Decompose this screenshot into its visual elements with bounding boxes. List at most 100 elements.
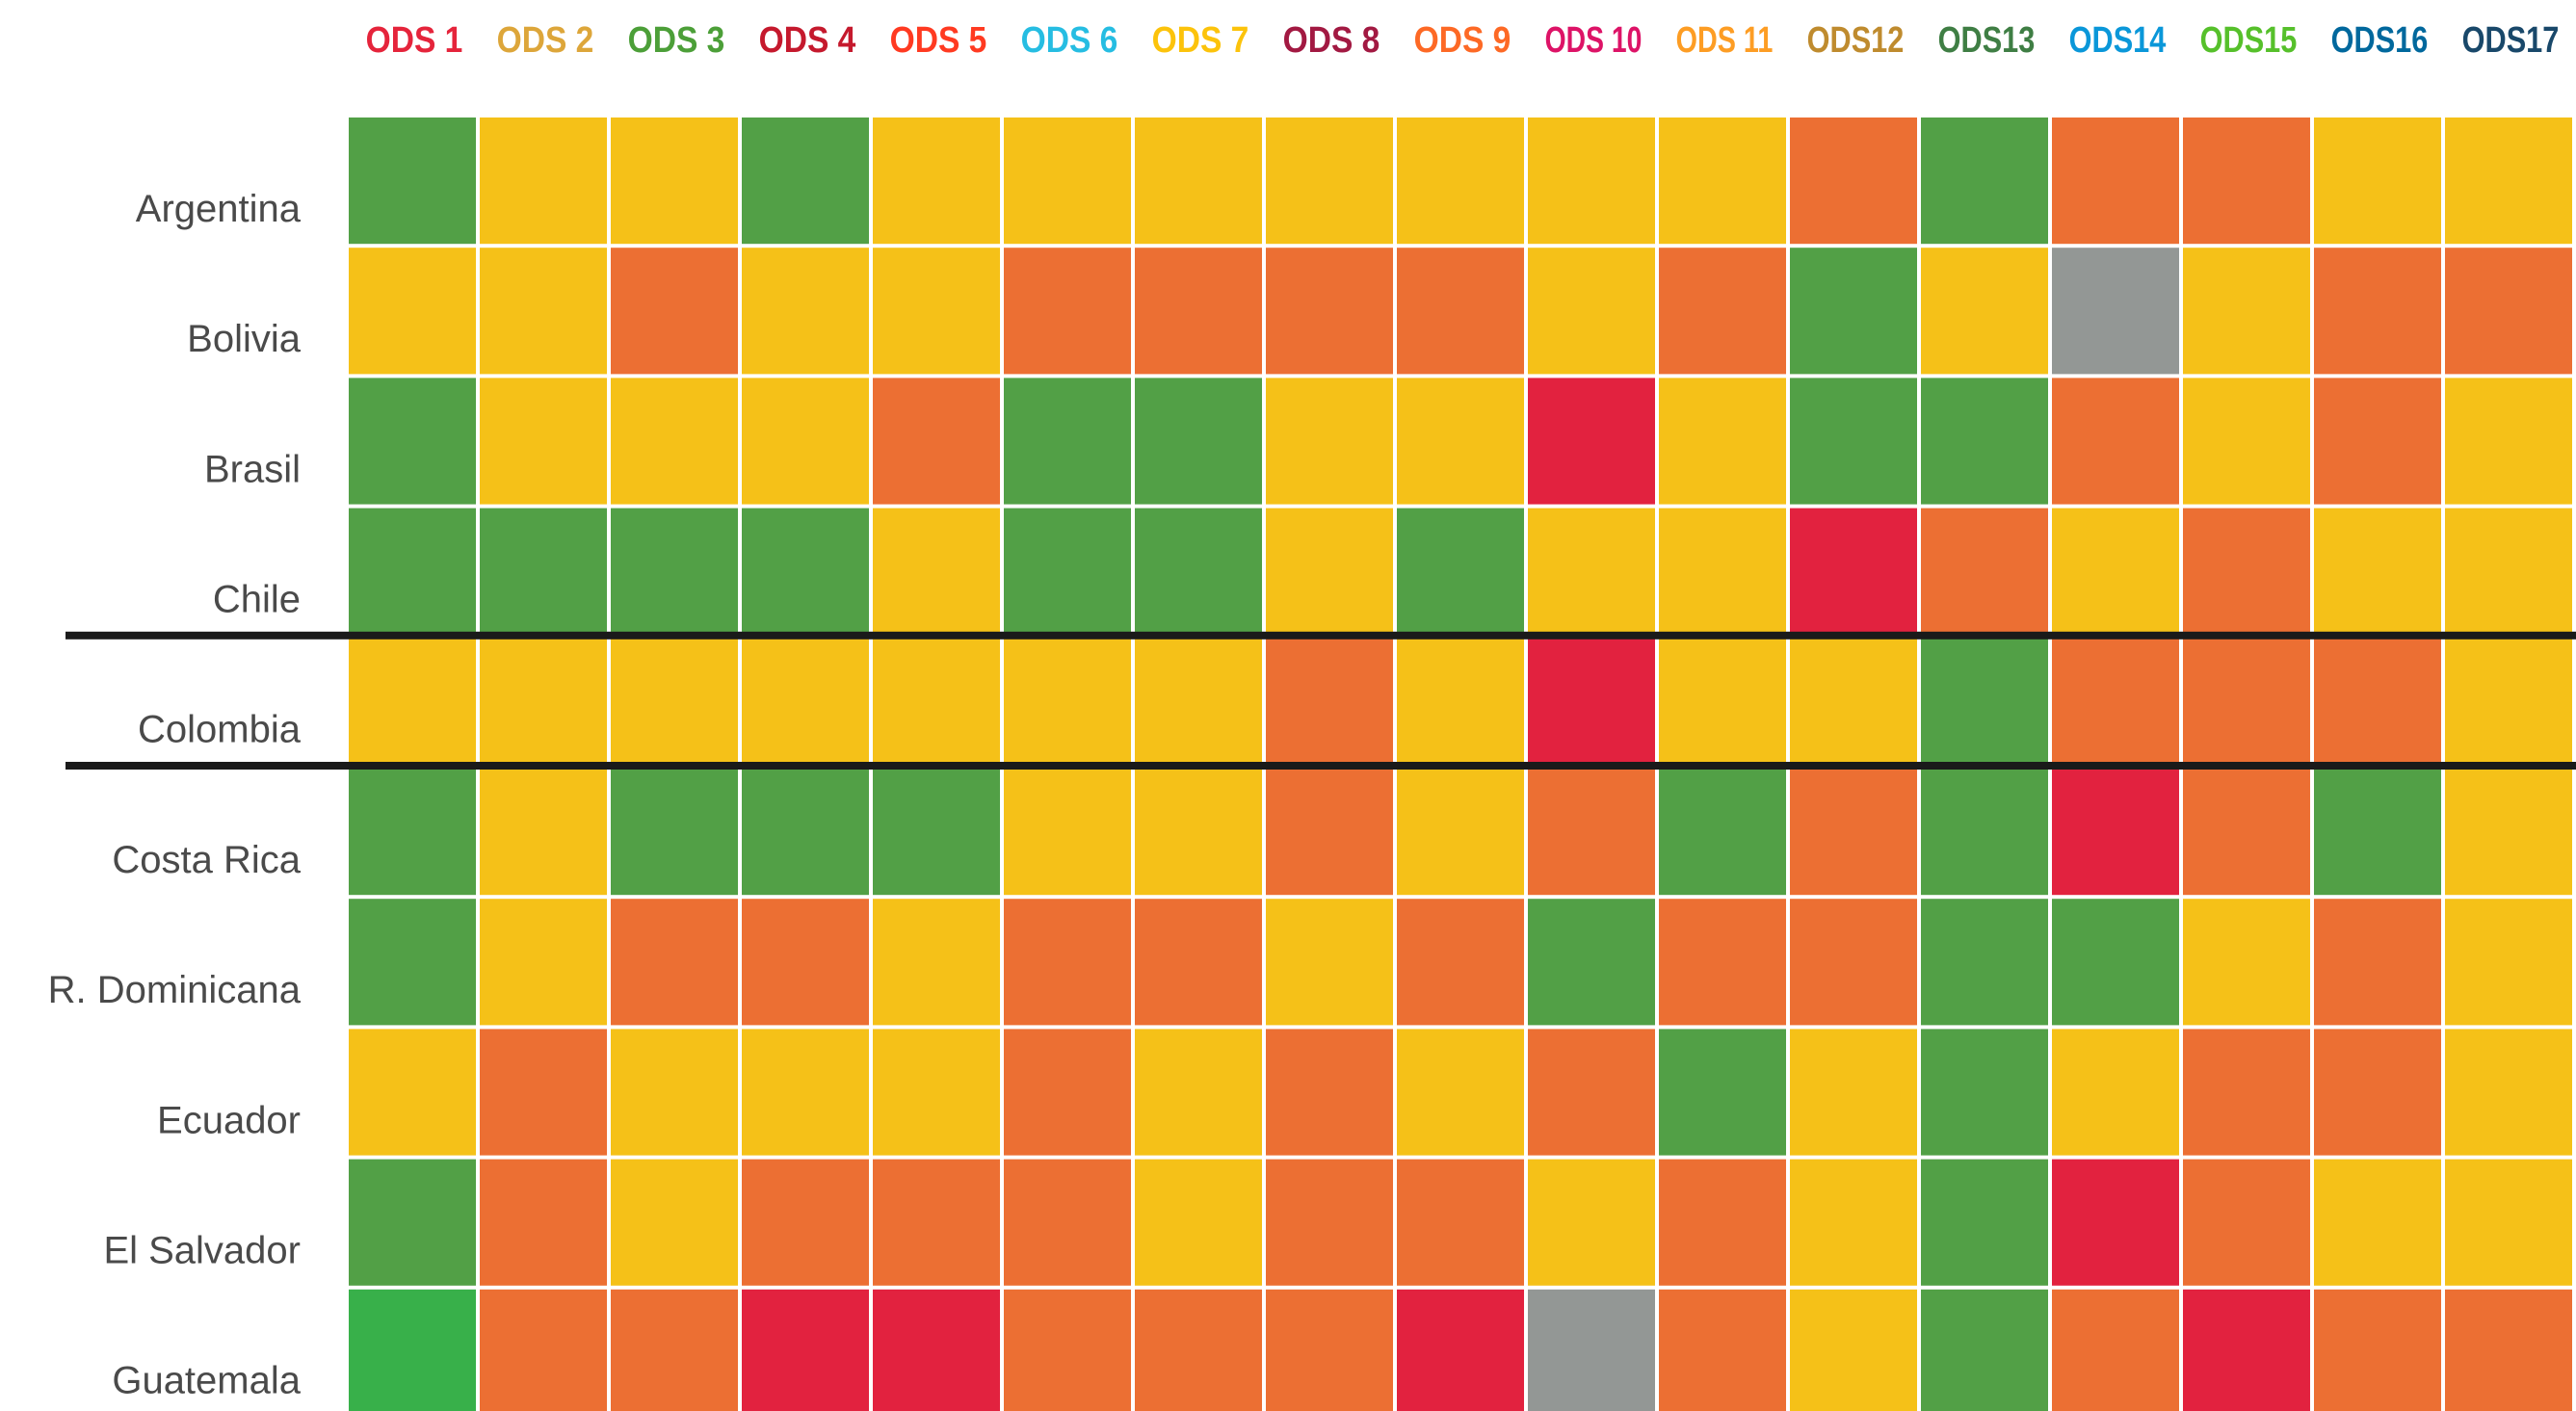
cell: [742, 378, 869, 505]
cell: [2314, 118, 2441, 245]
cell: [480, 1159, 607, 1286]
cell: [1528, 1289, 1655, 1411]
cell: [1397, 769, 1524, 896]
cell: [480, 378, 607, 505]
cell: [742, 899, 869, 1026]
cell: [2314, 1029, 2441, 1156]
cell: [1921, 118, 2048, 245]
cell: [1528, 248, 1655, 375]
column-label: ODS 2: [497, 20, 594, 61]
cell: [1135, 508, 1262, 635]
cell: [349, 1159, 476, 1286]
column-label: ODS 11: [1676, 20, 1774, 61]
cell: [742, 1289, 869, 1411]
cell: [611, 1159, 738, 1286]
cell: [873, 378, 1000, 505]
cell: [1921, 1159, 2048, 1286]
cell: [1921, 769, 2048, 896]
cell: [349, 248, 476, 375]
cell: [480, 1029, 607, 1156]
cell: [349, 118, 476, 245]
cell: [2052, 118, 2179, 245]
cell: [1135, 899, 1262, 1026]
cell: [2183, 769, 2310, 896]
cell: [2314, 899, 2441, 1026]
cell: [1397, 899, 1524, 1026]
cell: [1004, 118, 1131, 245]
cell: [1790, 378, 1917, 505]
row-label: Argentina: [136, 188, 302, 230]
cell: [2445, 638, 2572, 765]
cell: [1790, 1289, 1917, 1411]
cell: [2052, 1159, 2179, 1286]
cell: [1135, 1159, 1262, 1286]
cell: [1921, 1029, 2048, 1156]
cell: [1266, 1029, 1393, 1156]
cell: [349, 378, 476, 505]
cell: [1921, 508, 2048, 635]
cell: [1397, 1029, 1524, 1156]
cell: [1266, 378, 1393, 505]
cell: [1921, 1289, 2048, 1411]
cell: [1397, 378, 1524, 505]
cell: [742, 1159, 869, 1286]
cell: [873, 899, 1000, 1026]
cell: [1135, 248, 1262, 375]
cell: [1135, 1029, 1262, 1156]
cell: [2052, 508, 2179, 635]
cell: [1135, 769, 1262, 896]
cell: [1004, 769, 1131, 896]
column-label: ODS14: [2069, 20, 2167, 61]
cell: [1659, 1159, 1786, 1286]
cell: [1004, 1029, 1131, 1156]
cell: [1659, 899, 1786, 1026]
row-label: El Salvador: [103, 1230, 301, 1272]
column-label: ODS12: [1807, 20, 1905, 61]
cell: [873, 248, 1000, 375]
cell: [2445, 118, 2572, 245]
highlight-line: [66, 762, 2576, 770]
row-label: Bolivia: [187, 318, 302, 360]
cell: [611, 899, 738, 1026]
column-label: ODS 4: [759, 20, 856, 61]
cell: [873, 638, 1000, 765]
cell: [1397, 1159, 1524, 1286]
cell: [1659, 638, 1786, 765]
cell: [742, 118, 869, 245]
row-label: R. Dominicana: [48, 969, 302, 1011]
cell: [2314, 508, 2441, 635]
cell: [2183, 378, 2310, 505]
cell: [1004, 899, 1131, 1026]
cell: [742, 248, 869, 375]
cell: [2183, 1029, 2310, 1156]
cell: [1266, 1159, 1393, 1286]
cell: [611, 248, 738, 375]
row-label: Colombia: [138, 709, 302, 751]
cell: [2445, 1029, 2572, 1156]
column-label: ODS15: [2200, 20, 2298, 61]
cell: [1659, 248, 1786, 375]
cell: [1397, 508, 1524, 635]
cell: [1266, 508, 1393, 635]
cell: [2445, 769, 2572, 896]
cell: [2183, 638, 2310, 765]
cell: [1659, 378, 1786, 505]
cell: [1921, 248, 2048, 375]
cell: [1135, 638, 1262, 765]
cell: [611, 769, 738, 896]
cell: [1266, 899, 1393, 1026]
cell: [611, 508, 738, 635]
cell: [873, 1289, 1000, 1411]
cell: [349, 638, 476, 765]
cell: [611, 1029, 738, 1156]
cell: [1659, 508, 1786, 635]
cell: [1397, 248, 1524, 375]
row-label: Ecuador: [157, 1099, 301, 1141]
cell: [349, 769, 476, 896]
cell: [480, 118, 607, 245]
highlight-line: [66, 631, 2576, 640]
cell: [1659, 1289, 1786, 1411]
cell: [1528, 899, 1655, 1026]
cell: [2052, 638, 2179, 765]
cell: [2314, 248, 2441, 375]
